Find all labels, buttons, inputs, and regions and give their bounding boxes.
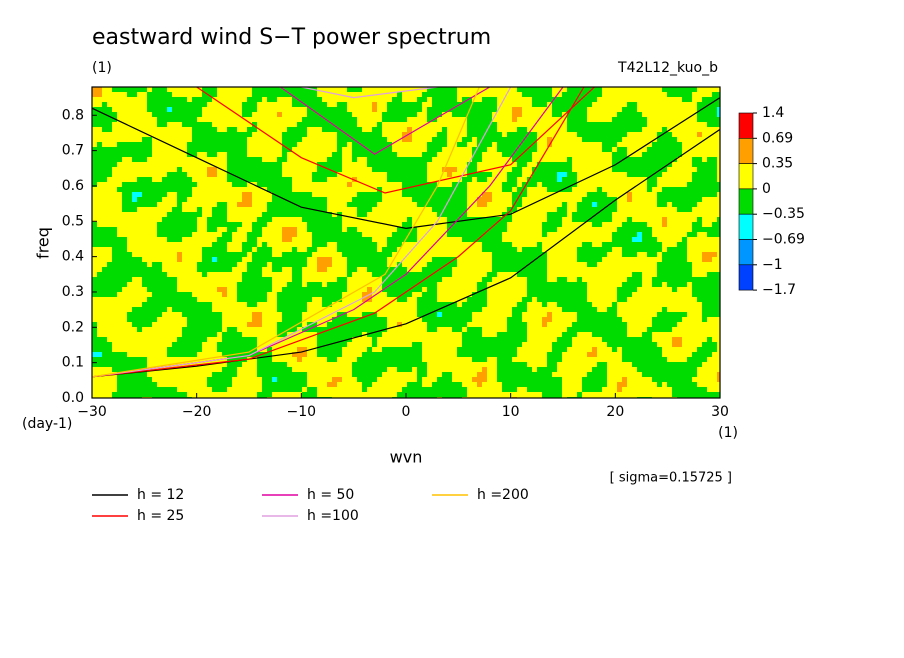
x-tick-label: 0 [402, 404, 411, 420]
x-tick-label: 30 [711, 404, 729, 420]
dispersion-curve [92, 97, 720, 229]
x-tick-label: 10 [502, 404, 520, 420]
y-tick-label: 0.0 [62, 390, 84, 406]
colorbar-label: −1 [762, 257, 783, 273]
dispersion-curve [196, 87, 595, 194]
colorbar-box [738, 213, 754, 240]
colorbar-label: 0.35 [762, 156, 793, 172]
colorbar-box [738, 112, 754, 139]
dispersion-curve [92, 87, 585, 378]
legend-label: h =100 [307, 508, 359, 524]
colorbar-box [738, 163, 754, 190]
legend-label: h =200 [477, 487, 529, 503]
colorbar-label: −1.7 [762, 282, 796, 298]
y-tick-label: 0.1 [62, 355, 84, 371]
colorbar-label: 0 [762, 181, 771, 197]
curves [92, 87, 720, 378]
contour-fill [92, 87, 720, 398]
dispersion-curve [280, 87, 491, 155]
contour-field [92, 87, 720, 398]
y-tick-label: 0.8 [62, 107, 84, 123]
legend-label: h = 50 [307, 487, 354, 503]
dispersion-curve [92, 87, 480, 378]
dispersion-curve [92, 87, 512, 378]
y-unit: (day-1) [22, 416, 72, 432]
contour-fill [92, 107, 720, 382]
contour-fill [92, 87, 720, 398]
y-tick-label: 0.4 [62, 249, 84, 265]
y-axis-label: freq [34, 227, 53, 259]
y-tick-label: 0.3 [62, 284, 84, 300]
x-unit: (1) [718, 425, 738, 441]
x-tick-label: −30 [77, 404, 107, 420]
legend-label: h = 25 [137, 508, 184, 524]
colorbar-label: 0.69 [762, 130, 793, 146]
chart-title: eastward wind S−T power spectrum [92, 25, 491, 50]
x-tick-label: −10 [287, 404, 317, 420]
colorbar-box [738, 239, 754, 266]
y-tick-label: 0.2 [62, 319, 84, 335]
y-tick-label: 0.5 [62, 213, 84, 229]
legend-label: h = 12 [137, 487, 184, 503]
colorbar-box [738, 188, 754, 215]
dispersion-curve [92, 128, 720, 378]
subtitle: (1) [92, 60, 112, 76]
colorbar-label: −0.35 [762, 206, 805, 222]
colorbar-box [738, 138, 754, 164]
colorbar-label: −0.69 [762, 232, 805, 248]
y-tick-label: 0.7 [62, 143, 84, 159]
x-axis-label: wvn [390, 448, 423, 467]
dispersion-curve [301, 87, 438, 99]
note: [ sigma=0.15725 ] [610, 471, 732, 486]
y-tick-label: 0.6 [62, 178, 84, 194]
x-tick-label: −20 [182, 404, 212, 420]
colorbar-label: 1.4 [762, 105, 784, 121]
run-label: T42L12_kuo_b [617, 60, 718, 76]
colorbar-box [738, 264, 754, 291]
x-tick-label: 20 [606, 404, 624, 420]
